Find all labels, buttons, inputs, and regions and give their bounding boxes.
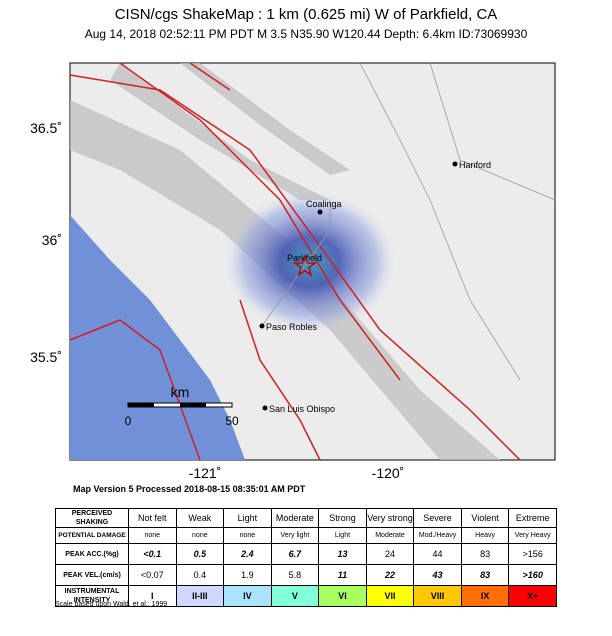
row-header: PEAK VEL.(cm/s)	[55, 564, 129, 586]
place: Hanford	[459, 160, 491, 170]
table-cell: Extreme	[508, 508, 557, 528]
table-cell: 6.7	[270, 543, 320, 565]
row-header: PEAK ACC.(%g)	[55, 543, 129, 565]
map: 36.5˚ 36˚ 35.5˚ -121˚ -120˚ Hanford Coal…	[30, 62, 556, 481]
table-cell: Moderate	[365, 527, 415, 544]
subtitle: Aug 14, 2018 02:52:11 PM PDT M 3.5 N35.9…	[84, 27, 528, 41]
lon-label: -121˚	[189, 465, 222, 481]
table-cell: 13	[318, 543, 367, 565]
lon-labels: -121˚ -120˚	[189, 465, 405, 481]
table-cell: Very strong	[365, 508, 415, 528]
table-cell: V	[270, 585, 320, 607]
row-header: PERCEIVED SHAKING	[55, 508, 129, 528]
ocean	[70, 215, 245, 460]
lat-labels: 36.5˚ 36˚ 35.5˚	[30, 120, 62, 365]
table-cell: Not felt	[128, 508, 177, 528]
place: Paso Robles	[266, 322, 318, 332]
scale-bar: km 0 50	[125, 384, 239, 428]
lat-label: 36˚	[42, 232, 62, 248]
table-cell: 83	[460, 543, 510, 565]
table-cell: Mod./Heavy	[413, 527, 462, 544]
table-cell: none	[175, 527, 225, 544]
table-cell: Light	[223, 508, 272, 528]
table-cell: 44	[413, 543, 462, 565]
table-row: PEAK ACC.(%g) <0.1 0.5 2.4 6.7 13 24 44 83 >156	[55, 543, 557, 565]
table-cell: Severe	[413, 508, 462, 528]
table-cell: 5.8	[270, 564, 320, 586]
table-cell: Very light	[270, 527, 320, 544]
table-cell: 1.9	[223, 564, 272, 586]
table-cell: >160	[508, 564, 557, 586]
faults	[69, 62, 521, 461]
table-row: PERCEIVED SHAKING Not felt Weak Light Modera…	[55, 508, 557, 528]
table-cell: Violent	[460, 508, 510, 528]
table-cell: IV	[223, 585, 272, 607]
table-cell: 0.5	[175, 543, 225, 565]
table-cell: none	[128, 527, 177, 544]
table-cell: Moderate	[270, 508, 320, 528]
scale-end: 50	[225, 414, 239, 428]
lon-label: -120˚	[372, 465, 405, 481]
scale-unit: km	[171, 384, 190, 400]
table-cell: Very Heavy	[508, 527, 557, 544]
table-cell: I	[128, 585, 177, 607]
footer: Scale based upon Wald, et al.; 1999	[55, 601, 168, 608]
place: Coalinga	[306, 199, 342, 209]
table-cell: 83	[460, 564, 510, 586]
epicenter	[292, 253, 318, 277]
table-cell: IX	[460, 585, 510, 607]
intensity-table: PERCEIVED SHAKING Not felt Weak Light Modera…	[55, 508, 557, 607]
table-cell: 24	[365, 543, 415, 565]
roads	[261, 62, 556, 381]
table-cell: Strong	[318, 508, 367, 528]
table-cell: VI	[318, 585, 367, 607]
table-cell: X+	[508, 585, 557, 607]
lat-label: 35.5˚	[30, 349, 62, 365]
table-cell: 0.4	[175, 564, 225, 586]
table-cell: Weak	[175, 508, 225, 528]
table-cell: >156	[508, 543, 557, 565]
table-row: INSTRUMENTAL INTENSITY I II-III IV V VI VII VII…	[55, 585, 557, 607]
table-cell: <0.1	[128, 543, 177, 565]
place: San Luis Obispo	[269, 404, 335, 414]
table-cell: none	[223, 527, 272, 544]
table-cell: 43	[413, 564, 462, 586]
title: CISN/cgs ShakeMap : 1 km (0.625 mi) W of…	[114, 6, 498, 23]
table-row: POTENTIAL DAMAGE none none none Very light Li…	[55, 527, 557, 544]
lat-label: 36.5˚	[30, 120, 62, 136]
table-cell: <0.07	[128, 564, 177, 586]
table-cell: 2.4	[223, 543, 272, 565]
table-row: PEAK VEL.(cm/s) <0.07 0.4 1.9 5.8 11 22 43 83 >16…	[55, 564, 557, 586]
table-cell: Light	[318, 527, 367, 544]
table-cell: VIII	[413, 585, 462, 607]
table-cell: 11	[318, 564, 367, 586]
table-cell: Heavy	[460, 527, 510, 544]
table-cell: 22	[365, 564, 415, 586]
table-cell: II-III	[175, 585, 225, 607]
row-header: INSTRUMENTAL INTENSITY	[55, 585, 129, 607]
shaking-area	[225, 192, 395, 332]
scale-start: 0	[125, 414, 132, 428]
map-version: Map Version 5 Processed 2018-08-15 08:35…	[73, 484, 306, 494]
row-header: POTENTIAL DAMAGE	[55, 527, 129, 544]
table-cell: VII	[365, 585, 415, 607]
